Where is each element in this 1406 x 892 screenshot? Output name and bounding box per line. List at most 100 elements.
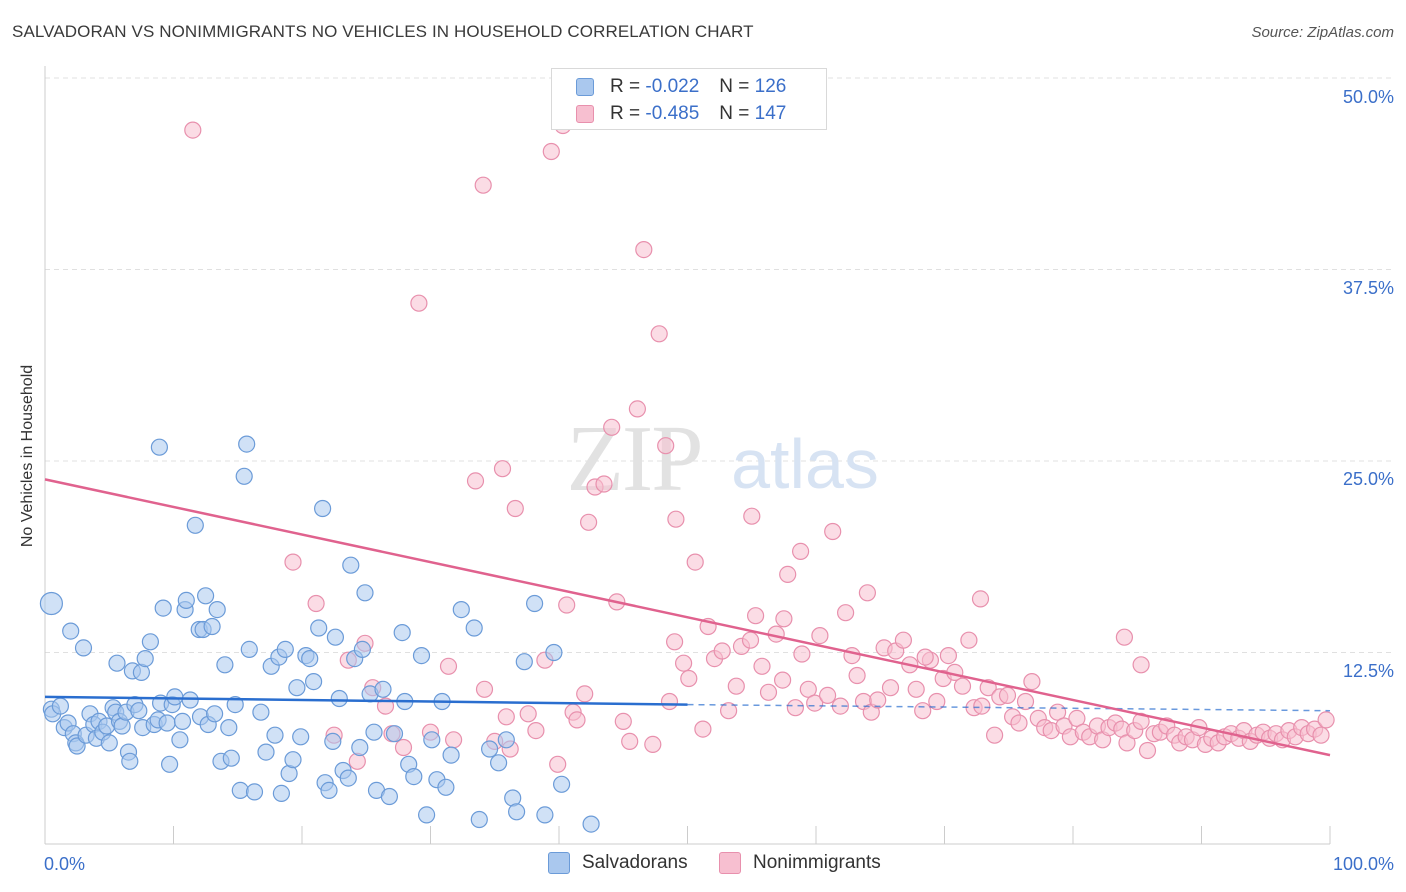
salvadorans-point: [292, 728, 310, 746]
nonimmigrants-point: [628, 400, 647, 418]
salvadorans-point: [121, 752, 139, 770]
nonimmigrants-point: [743, 507, 761, 525]
y-tick-12-5: 12.5%: [1342, 661, 1394, 681]
watermark-zip: ZIP: [567, 407, 702, 511]
salvadorans-point: [51, 697, 70, 715]
nonimmigrants-point: [674, 654, 693, 672]
nonimmigrants-point: [603, 418, 621, 436]
salvadorans-point: [252, 703, 270, 721]
nonimmigrants-point: [614, 712, 632, 731]
salvadorans-point: [552, 775, 571, 793]
nonimmigrants-point: [793, 645, 811, 663]
salvadorans-point: [497, 731, 515, 749]
nonimmigrants-point: [394, 738, 413, 757]
nonimmigrants-point: [284, 553, 302, 571]
legend-swatch-blue: [576, 78, 594, 96]
nonimmigrants-trend-line: [44, 478, 1331, 757]
nonimmigrants-point: [506, 499, 524, 518]
salvadorans-point: [266, 726, 284, 744]
salvadorans-point: [339, 769, 357, 787]
salvadorans-point: [231, 781, 249, 800]
nonimmigrants-point: [307, 594, 325, 613]
salvadorans-point: [226, 695, 244, 714]
salvadorans-point: [203, 617, 221, 636]
salvadorans-point: [208, 600, 226, 619]
salvadorans-point: [206, 705, 224, 723]
nonimmigrants-point: [466, 472, 485, 490]
nonimmigrants-point: [1317, 711, 1335, 729]
nonimmigrants-point: [1118, 734, 1136, 752]
nonimmigrants-point: [549, 755, 567, 773]
nonimmigrants-point: [753, 657, 771, 675]
salvadorans-point: [545, 643, 563, 662]
nonimmigrants-point: [811, 626, 829, 645]
nonimmigrants-point: [894, 631, 913, 649]
salvadorans-point: [272, 784, 290, 803]
nonimmigrants-point: [806, 694, 824, 712]
legend-swatch-pink: [576, 105, 594, 123]
nonimmigrants-point: [184, 121, 202, 139]
salvadorans-point: [141, 633, 159, 651]
legend-item-salvadorans[interactable]: Salvadorans: [548, 852, 688, 874]
salvadorans-point: [197, 587, 215, 605]
nonimmigrants-point: [869, 691, 887, 709]
x-tick-max: 100.0%: [1332, 854, 1394, 874]
legend-swatch-salvadorans: [548, 852, 570, 874]
salvadorans-point: [235, 467, 253, 485]
nonimmigrants-point: [858, 584, 877, 602]
nonimmigrants-point: [686, 553, 704, 571]
nonimmigrants-point: [939, 646, 958, 665]
nonimmigrants-point: [836, 604, 855, 622]
nonimmigrants-point: [1312, 726, 1330, 744]
nonimmigrants-point: [985, 726, 1004, 744]
nonimmigrants-point: [916, 648, 934, 666]
salvadorans-point: [351, 738, 369, 757]
nonimmigrants-point: [824, 522, 842, 541]
legend-item-nonimmigrants[interactable]: Nonimmigrants: [719, 852, 881, 874]
nonimmigrants-point: [493, 460, 512, 478]
legend-label-salvadorans: Salvadorans: [582, 852, 688, 873]
legend-n-value: 147: [754, 103, 787, 124]
salvadorans-point: [74, 639, 93, 657]
salvadorans-point: [320, 781, 338, 800]
salvadorans-point: [240, 640, 258, 659]
nonimmigrants-point: [960, 631, 978, 649]
salvadorans-point: [39, 591, 64, 616]
legend-n-label: N =: [719, 103, 750, 124]
salvadorans-point: [186, 516, 204, 534]
salvadorans-point: [150, 438, 168, 456]
salvadorans-point: [470, 810, 488, 829]
salvadorans-point: [582, 815, 600, 833]
salvadorans-point: [353, 640, 371, 659]
nonimmigrants-point: [881, 679, 900, 697]
nonimmigrants-point: [1115, 628, 1134, 646]
legend-swatch-nonimmigrants: [719, 852, 741, 874]
nonimmigrants-points: [184, 116, 1335, 773]
salvadorans-point: [238, 435, 256, 453]
x-tick-min: 0.0%: [44, 854, 86, 874]
legend-r-label: R =: [610, 76, 641, 97]
legend-r-value: -0.485: [645, 103, 700, 124]
nonimmigrants-point: [445, 731, 463, 749]
nonimmigrants-point: [621, 732, 639, 751]
salvadorans-point: [405, 767, 423, 786]
nonimmigrants-point: [779, 565, 797, 584]
salvadorans-point: [385, 725, 404, 743]
nonimmigrants-point: [791, 542, 810, 561]
grid-lines: [45, 77, 1395, 653]
salvadorans-point: [515, 653, 533, 671]
salvadorans-point: [276, 640, 294, 659]
salvadorans-point: [301, 649, 319, 668]
nonimmigrants-point: [439, 657, 458, 675]
nonimmigrants-point: [843, 646, 861, 665]
salvadorans-points: [39, 435, 600, 833]
nonimmigrants-point: [694, 720, 712, 738]
salvadorans-point: [257, 743, 275, 761]
series-legend: Salvadorans Nonimmigrants: [0, 852, 1406, 878]
nonimmigrants-point: [474, 176, 492, 194]
salvadorans-point: [310, 619, 328, 637]
nonimmigrants-point: [558, 596, 576, 614]
nonimmigrants-point: [568, 711, 586, 729]
nonimmigrants-point: [680, 669, 698, 688]
legend-n-label: N =: [719, 76, 750, 97]
